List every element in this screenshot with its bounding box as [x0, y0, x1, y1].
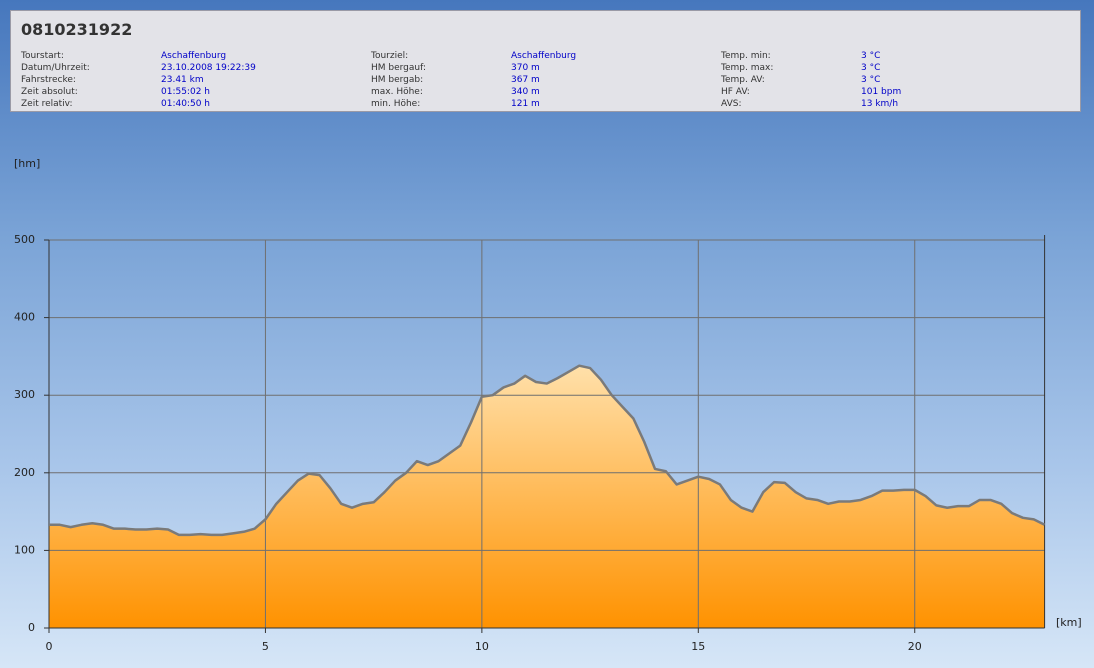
- field-label: min. Höhe:: [371, 99, 421, 109]
- field-value: 101 bpm: [861, 87, 902, 97]
- field-value: 13 km/h: [861, 99, 899, 109]
- field-value: 121 m: [511, 99, 540, 109]
- field-label: HM bergab:: [371, 75, 424, 85]
- field-value: 3 °C: [861, 51, 881, 61]
- field-label: HF AV:: [721, 87, 750, 97]
- y-tick-label: 100: [14, 543, 35, 556]
- y-tick-label: 200: [14, 466, 35, 479]
- field-label: Zeit absolut:: [21, 87, 78, 97]
- field-label: Temp. max:: [721, 63, 774, 73]
- field-label: AVS:: [721, 99, 742, 109]
- profile-line: [49, 364, 1046, 537]
- field-value: 01:55:02 h: [161, 87, 210, 97]
- field-value: 3 °C: [861, 75, 881, 85]
- field-label: Temp. AV:: [721, 75, 765, 85]
- info-panel: 0810231922 Tourstart: Aschaffenburg Datum/…: [10, 10, 1081, 112]
- field-value: 370 m: [511, 63, 540, 73]
- x-tick-label: 10: [475, 640, 489, 653]
- field-value: 23.10.2008 19:22:39: [161, 63, 256, 73]
- field-label: Datum/Uhrzeit:: [21, 63, 90, 73]
- x-tick-label: 0: [46, 640, 53, 653]
- area-fill: [49, 365, 1045, 628]
- y-tick-label: 400: [14, 311, 35, 324]
- field-value: 3 °C: [861, 63, 881, 73]
- x-axis-label: [km]: [1056, 616, 1082, 629]
- y-axis-label: [hm]: [14, 157, 40, 170]
- field-value: 340 m: [511, 87, 540, 97]
- field-label: Temp. min:: [721, 51, 771, 61]
- y-tick-label: 500: [14, 233, 35, 246]
- field-value: 01:40:50 h: [161, 99, 210, 109]
- field-value: Aschaffenburg: [511, 51, 577, 61]
- y-tick-label: 300: [14, 388, 35, 401]
- field-value: Aschaffenburg: [161, 51, 227, 61]
- field-label: Tourziel:: [371, 51, 409, 61]
- field-label: max. Höhe:: [371, 87, 423, 97]
- field-value: 23.41 km: [161, 75, 204, 85]
- tour-title: 0810231922: [21, 20, 133, 39]
- field-label: Zeit relativ:: [21, 99, 73, 109]
- field-label: Tourstart:: [21, 51, 64, 61]
- field-label: HM bergauf:: [371, 63, 426, 73]
- x-tick-label: 5: [262, 640, 269, 653]
- x-tick-label: 20: [908, 640, 922, 653]
- x-tick-label: 15: [691, 640, 705, 653]
- field-label: Fahrstrecke:: [21, 75, 76, 85]
- y-tick-label: 0: [28, 621, 35, 634]
- field-value: 367 m: [511, 75, 540, 85]
